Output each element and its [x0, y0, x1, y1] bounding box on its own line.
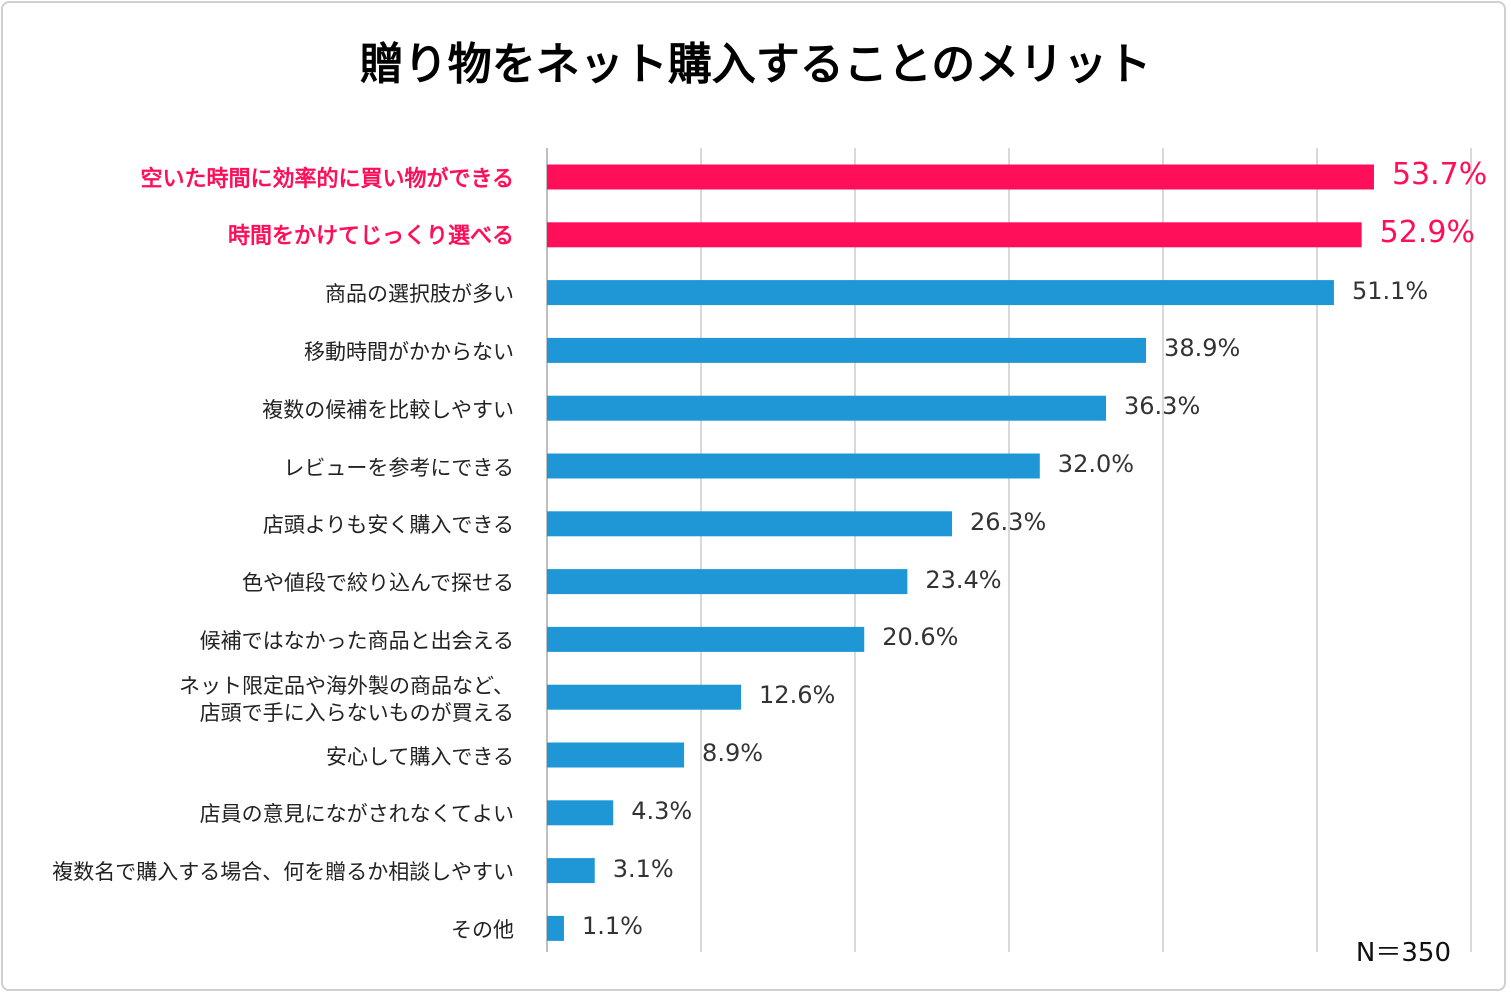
category-label-7: 色や値段で絞り込んで探せる — [242, 571, 514, 596]
bar-5 — [547, 453, 1040, 479]
bar-12 — [547, 858, 595, 884]
bar-7 — [547, 569, 908, 595]
value-label-5: 32.0% — [1057, 450, 1135, 478]
bar-3 — [547, 337, 1147, 363]
bar-11 — [547, 800, 614, 826]
category-label-1: 時間をかけてじっくり選べる — [227, 224, 514, 250]
category-label-12: 複数名で購入する場合、何を贈るか相談しやすい — [52, 860, 514, 885]
category-label-9: ネット限定品や海外製の商品など、 店頭で手に入らないものが買える — [179, 674, 514, 726]
sample-size-note: N＝350 — [1355, 938, 1451, 968]
bar-13 — [547, 915, 564, 941]
value-label-8: 20.6% — [882, 623, 959, 652]
bar-10 — [547, 742, 685, 768]
category-label-10: 安心して購入できる — [326, 744, 514, 769]
bar-6 — [547, 511, 953, 537]
bar-2 — [547, 280, 1334, 306]
category-label-13: その他 — [451, 917, 514, 942]
bar-4 — [547, 395, 1107, 421]
value-label-10: 8.9% — [702, 739, 764, 767]
value-label-3: 38.9% — [1164, 334, 1241, 363]
category-label-6: 店頭よりも安く購入できる — [262, 513, 514, 538]
bar-1 — [547, 222, 1362, 248]
value-label-7: 23.4% — [925, 565, 1002, 594]
value-label-11: 4.3% — [631, 796, 693, 825]
value-label-9: 12.6% — [759, 681, 836, 710]
value-label-13: 1.1% — [581, 912, 643, 941]
category-label-3: 移動時間がかからない — [304, 339, 514, 364]
chart-title: 贈り物をネット購入することのメリット — [359, 39, 1152, 90]
value-label-12: 3.1% — [612, 854, 674, 883]
category-label-4: 複数の候補を比較しやすい — [262, 397, 514, 422]
category-label-8: 候補ではなかった商品と出会える — [199, 628, 514, 653]
value-label-4: 36.3% — [1124, 392, 1201, 421]
bar-9 — [547, 684, 742, 710]
category-label-11: 店員の意見にながされなくてよい — [199, 802, 514, 827]
bar-0 — [547, 164, 1374, 190]
value-label-2: 51.1% — [1351, 276, 1429, 305]
category-label-0: 空いた時間に効率的に買い物ができる — [140, 166, 514, 192]
value-label-1: 52.9% — [1379, 214, 1475, 250]
category-label-5: レビューを参考にできる — [283, 455, 514, 480]
value-label-0: 53.7% — [1391, 157, 1488, 192]
category-label-2: 商品の選択肢が多い — [325, 282, 514, 307]
value-label-6: 26.3% — [970, 507, 1047, 536]
bar-8 — [547, 626, 865, 652]
